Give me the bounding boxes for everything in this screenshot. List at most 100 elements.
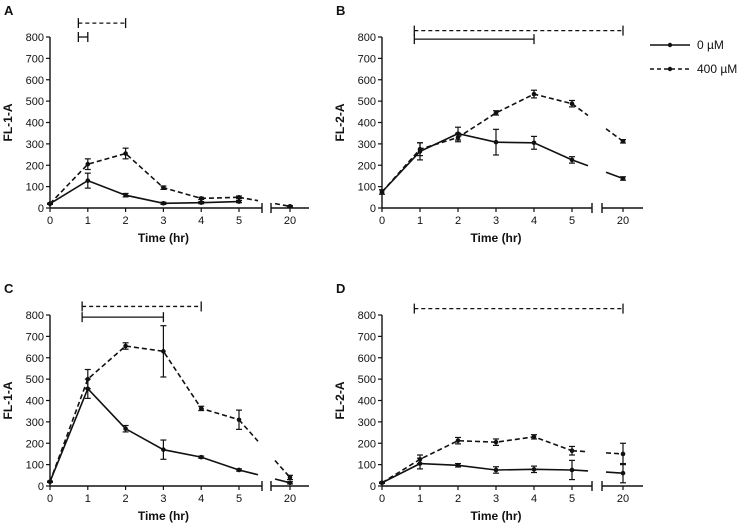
series-0uM-point: [620, 470, 626, 476]
x-tick-label: 1: [85, 215, 91, 227]
x-tick-label: 3: [493, 493, 499, 505]
series-400uM-connector: [238, 419, 259, 442]
series-0uM-point: [493, 467, 499, 473]
series-400uM-point: [123, 151, 128, 156]
y-tick-label: 800: [358, 310, 376, 322]
series-400uM-point: [379, 480, 385, 486]
series-400uM-connector: [571, 449, 589, 453]
legend-dashed-marker: [667, 66, 673, 72]
series-0uM-connector: [605, 171, 624, 180]
series-0uM-point: [123, 426, 128, 432]
series-400uM-point: [493, 439, 499, 445]
series-0uM-connector: [238, 469, 259, 476]
series-400uM-point: [123, 343, 128, 349]
y-tick-label: 0: [370, 481, 376, 493]
panel-letter: A: [4, 3, 14, 18]
y-tick-label: 500: [26, 96, 44, 108]
x-tick-label: 5: [236, 215, 242, 227]
series-400uM-point: [455, 135, 461, 140]
series-400uM-line: [49, 152, 240, 205]
x-tick-label: 2: [455, 215, 461, 227]
series-0uM-point: [531, 140, 537, 146]
y-tick-label: 500: [26, 374, 44, 386]
series-400uM-connector: [605, 452, 624, 455]
y-tick-label: 200: [358, 438, 376, 450]
y-tick-label: 600: [26, 353, 44, 365]
series-400uM-point: [417, 456, 423, 462]
y-tick-label: 600: [26, 75, 44, 87]
series-400uM-point: [47, 479, 53, 485]
x-tick-label: 20: [617, 493, 629, 505]
y-tick-label: 0: [370, 203, 376, 215]
x-tick-label: 3: [160, 215, 166, 227]
x-tick-label: 4: [531, 493, 537, 505]
x-axis-label: Time (hr): [138, 231, 189, 245]
x-tick-label: 1: [417, 493, 423, 505]
x-tick-label: 0: [379, 493, 385, 505]
series-0uM-connector: [571, 469, 589, 472]
x-tick-label: 5: [569, 215, 575, 227]
x-tick-label: 2: [123, 215, 129, 227]
series-400uM-point: [198, 196, 204, 201]
y-tick-label: 800: [26, 310, 44, 322]
series-400uM-point: [161, 349, 166, 354]
x-tick-label: 2: [123, 493, 129, 505]
series-0uM-point: [161, 200, 166, 206]
series-0uM-point: [455, 462, 461, 468]
x-axis-label: Time (hr): [138, 509, 189, 523]
series-0uM-point: [198, 454, 204, 460]
x-tick-label: 0: [47, 215, 53, 227]
y-tick-label: 0: [38, 203, 44, 215]
series-0uM-point: [287, 480, 293, 486]
x-tick-label: 20: [284, 215, 296, 227]
series-400uM-point: [85, 376, 91, 382]
panel-D: D 0 100 200 300 400 500 600 700 800 FL-2-A 0 1 2 3 4 5 20…: [333, 281, 643, 523]
series-0uM-point: [85, 178, 91, 183]
panel-A: A 0 100 200 300 400 500 600 700 800 FL-1-A 0 1 2 3 4 5 20…: [1, 3, 309, 245]
x-tick-label: 20: [284, 493, 296, 505]
y-axis-label: FL-2-A: [333, 381, 347, 419]
x-tick-label: 2: [455, 493, 461, 505]
series-400uM-line: [381, 93, 573, 193]
panel-letter: C: [4, 281, 14, 296]
series-0uM-connector: [605, 471, 624, 474]
x-tick-label: 3: [493, 215, 499, 227]
series-400uM-point: [161, 185, 166, 190]
x-tick-label: 4: [198, 493, 204, 505]
panel-B: B 0 100 200 300 400 500 600 700 800 FL-2-A 0 1 2 3 4 5 20…: [333, 3, 643, 245]
legend-solid-marker: [667, 42, 673, 48]
series-0uM-line: [49, 179, 240, 205]
y-tick-label: 700: [358, 331, 376, 343]
x-tick-label: 3: [160, 493, 166, 505]
y-tick-label: 700: [26, 331, 44, 343]
series-0uM-connector: [571, 159, 589, 167]
series-400uM-point: [569, 101, 575, 106]
x-axis-label: Time (hr): [470, 231, 521, 245]
y-tick-label: 400: [26, 118, 44, 130]
x-tick-label: 0: [47, 493, 53, 505]
series-0uM-line: [381, 462, 573, 484]
series-0uM-point: [123, 192, 128, 198]
y-tick-label: 700: [358, 53, 376, 65]
panel-C: C 0 100 200 300 400 500 600 700 800 FL-1-A 0 1 2 3 4 5 20…: [1, 281, 309, 523]
y-tick-label: 200: [358, 160, 376, 172]
series-400uM-point: [417, 146, 423, 152]
series-0uM-point: [531, 467, 537, 472]
series-400uM-point: [379, 189, 385, 195]
series-0uM-line: [49, 387, 240, 483]
x-tick-label: 1: [85, 493, 91, 505]
series-400uM-line: [49, 345, 240, 482]
y-axis-label: FL-1-A: [1, 381, 15, 419]
y-tick-label: 500: [358, 96, 376, 108]
series-400uM-point: [236, 195, 242, 200]
y-tick-label: 500: [358, 374, 376, 386]
y-tick-label: 300: [358, 139, 376, 151]
y-tick-label: 800: [26, 32, 44, 44]
x-tick-label: 5: [236, 493, 242, 505]
y-tick-label: 300: [26, 139, 44, 151]
y-tick-label: 400: [358, 396, 376, 408]
y-axis-label: FL-1-A: [1, 103, 15, 141]
legend: 0 µM 400 µM: [650, 38, 737, 76]
y-tick-label: 0: [38, 481, 44, 493]
